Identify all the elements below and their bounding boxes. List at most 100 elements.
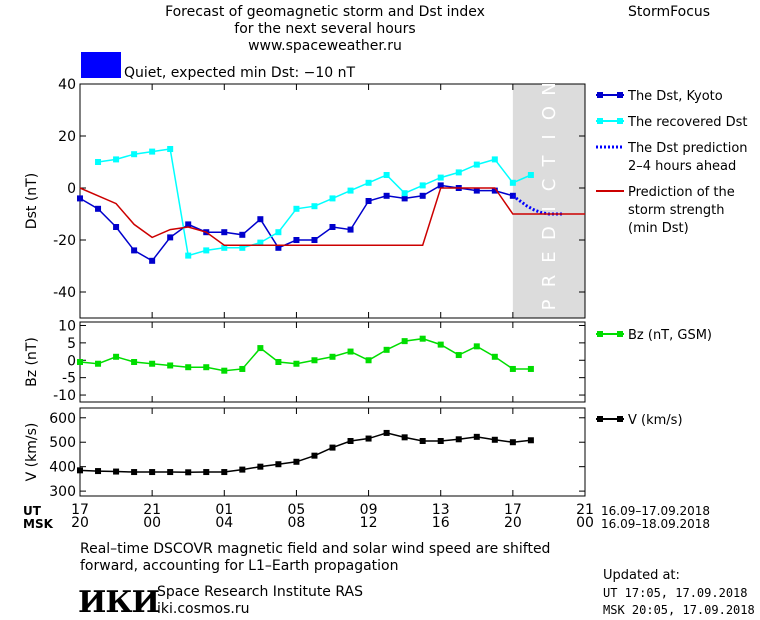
ut-tick-label: 21 [143,502,161,518]
bz-series-0-point [293,360,300,367]
dst-series-1-point [347,187,354,194]
speed-series-0-point [383,429,390,436]
bz-y-axis-label: Bz (nT) [24,337,40,387]
dst-series-0-point [95,205,102,212]
msk-tick-label: 20 [504,515,522,531]
dst-series-1-point [401,190,408,197]
prediction-label-letter: T [539,154,560,168]
ut-dates: 16.09–17.09.2018 [601,504,711,518]
bz-series-0-point [509,365,516,372]
speed-series-0-point [473,433,480,440]
dst-series-0-point [329,224,336,230]
bz-series-0-point [473,343,480,350]
speed-series-0-point [527,437,534,444]
prediction-label-letter: I [539,204,560,211]
bz-ytick-label: 5 [67,336,76,352]
dst-series-0-point [383,192,390,199]
legend-bz-swatch [597,331,603,337]
prediction-label-letter: C [539,177,560,192]
dst-ytick-label: -20 [53,233,76,249]
dst-series-0-point [365,198,372,204]
dst-series-1-point [383,172,390,178]
msk-tick-label: 08 [288,515,306,531]
speed-series-0-point [203,469,210,476]
prediction-label-letter: N [539,80,560,95]
dst-series-0-point [293,237,300,243]
speed-series-0-point [149,469,156,476]
dst-series-1-point [131,151,138,158]
status-text: Quiet, expected min Dst: −10 nT [124,65,356,81]
bz-series-0-point [239,365,246,372]
dst-series-1-point [257,239,264,246]
speed-ytick-label: 300 [49,484,76,500]
bz-series-0-point [401,338,408,345]
speed-series-0-point [77,467,83,474]
dst-series-1-point [221,244,228,251]
legend-dst-prediction-text: The Dst prediction [627,141,748,156]
ut-tick-label: 17 [504,502,522,518]
prediction-label-letter: D [539,224,560,240]
speed-series-0-point [221,469,228,476]
bz-series-0-point [527,365,534,372]
speed-series-0-point [509,439,516,446]
dst-series-1-point [185,252,192,259]
footer-note-line-2: forward, accounting for L1–Earth propaga… [80,558,399,574]
prediction-band [512,84,585,318]
institute-website: iki.cosmos.ru [157,601,250,617]
speed-series-0-point [419,438,426,444]
legend-dst-kyoto-text: The Dst, Kyoto [627,89,723,104]
ut-tick-label: 05 [288,502,306,518]
msk-axis-label: MSK [23,517,53,531]
legend-storm-strength-text: Prediction of the [628,185,735,200]
legend-recovered-dst-swatch [597,118,603,124]
legend-bz-swatch [617,331,623,337]
footer-note-line-1: Real–time DSCOVR magnetic field and sola… [80,541,551,557]
dst-series-0-point [131,247,138,254]
dst-series-1-point [203,247,210,254]
bz-series-0-point [383,346,390,353]
legend-speed-swatch [597,416,603,422]
dst-ytick-label: 40 [58,77,76,93]
bz-series-0-point [275,359,282,365]
dst-series-0-point [185,221,192,228]
bz-series-0-point [77,359,83,365]
speed-series-0-point [257,463,264,470]
dst-series-1-point [113,156,120,163]
speed-series-line-0 [79,432,531,474]
legend-storm-strength-text: (min Dst) [628,221,689,236]
bz-series-line-0 [79,337,531,372]
dst-series-1-point [491,156,498,163]
speed-y-axis-label: V (km/s) [24,423,40,482]
msk-tick-label: 00 [143,515,161,531]
dst-series-0-point [419,192,426,199]
ut-tick-label: 21 [576,502,594,518]
speed-series-0-point [131,469,138,476]
dst-series-1-point [455,169,462,176]
bz-series-0-point [491,353,498,360]
dst-series-1-point [365,179,372,186]
bz-series-0-point [311,357,318,364]
dst-series-0-point [113,224,120,230]
legend-speed-swatch [617,416,623,422]
speed-ytick-label: 500 [49,435,76,451]
dst-series-line-0 [79,184,514,262]
brand-label: StormFocus [628,4,711,20]
dst-series-1-point [167,146,174,152]
bz-series-0-point [185,364,192,371]
prediction-label-letter: R [539,273,560,288]
speed-series-0-point [437,438,444,444]
dst-y-axis-label: Dst (nT) [24,173,40,229]
speed-series-0-point [401,434,408,441]
legend-bz-text: Bz (nT, GSM) [628,328,712,343]
speed-series-0-point [185,469,192,476]
bz-series-0-point [419,335,426,342]
speed-series-0-point [275,461,282,468]
msk-tick-label: 16 [432,515,450,531]
ut-tick-label: 01 [215,502,233,518]
bz-series-0-point [347,348,354,355]
updated-ut: UT 17:05, 17.09.2018 [603,586,748,600]
msk-tick-label: 04 [215,515,233,531]
speed-series-0-point [293,458,300,465]
speed-ytick-label: 600 [49,411,76,427]
